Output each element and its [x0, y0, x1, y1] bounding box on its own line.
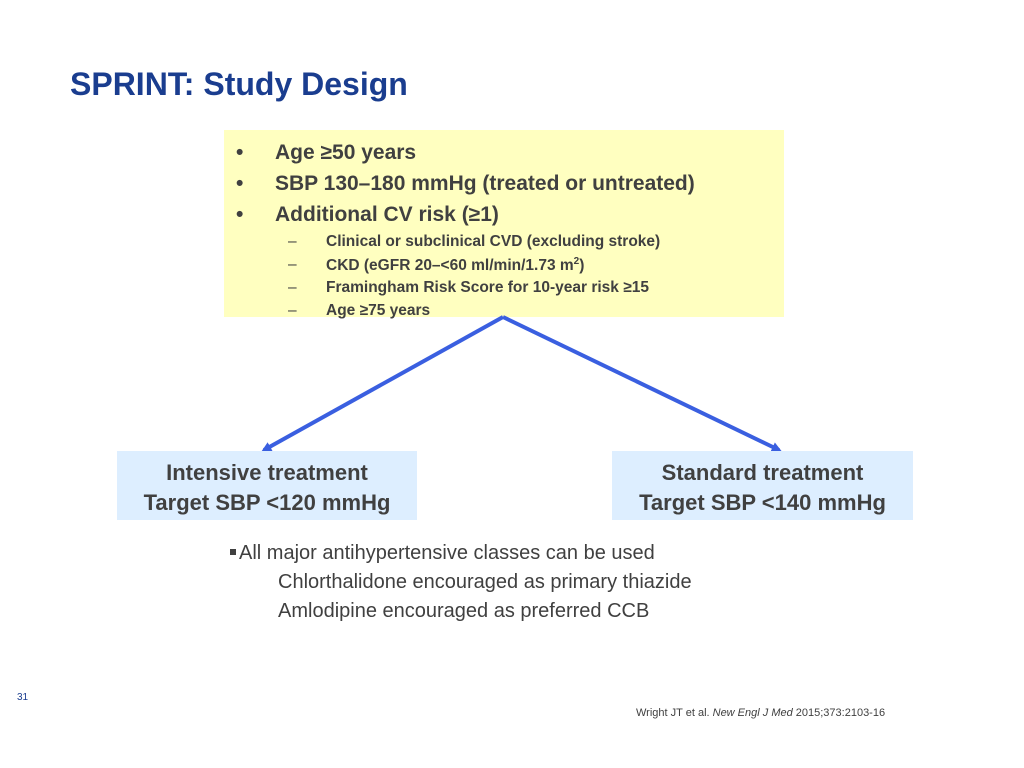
criteria-item-text: Age ≥50 years	[275, 141, 417, 164]
drug-detail-note: Chlorthalidone encouraged as primary thi…	[278, 571, 692, 593]
drug-detail-note: Amlodipine encouraged as preferred CCB	[278, 600, 650, 622]
citation: Wright JT et al. New Engl J Med 2015;373…	[636, 707, 885, 719]
dash-marker: –	[288, 279, 297, 296]
bullet-marker: •	[236, 141, 244, 164]
dash-marker: –	[288, 233, 297, 250]
slide-title: SPRINT: Study Design	[70, 66, 408, 102]
standard-treatment-box: Standard treatment Target SBP <140 mmHg	[612, 451, 913, 520]
ckd-text: CKD (eGFR 20–<60 ml/min/1.73 m	[326, 257, 574, 274]
bullet-marker: •	[236, 203, 244, 226]
ckd-superscript: 2	[573, 256, 580, 267]
citation-journal: New Engl J Med	[712, 707, 793, 719]
criteria-sub-item-text: Clinical or subclinical CVD (excluding s…	[326, 233, 661, 250]
standard-arm-target: Target SBP <140 mmHg	[639, 490, 886, 515]
criteria-item-text: Additional CV risk (≥1)	[275, 203, 499, 226]
intensive-arm-name: Intensive treatment	[166, 460, 368, 485]
slide-number: 31	[17, 692, 29, 703]
arrow-to-standard	[502, 315, 782, 452]
bullet-marker: •	[236, 172, 244, 195]
square-bullet-icon	[230, 549, 236, 555]
criteria-sub-item-text: CKD (eGFR 20–<60 ml/min/1.73 m2)	[326, 256, 584, 275]
intensive-arm-target: Target SBP <120 mmHg	[143, 490, 391, 515]
arrow-to-intensive	[261, 315, 504, 452]
citation-authors: Wright JT et al.	[636, 707, 713, 719]
dash-marker: –	[288, 302, 297, 319]
standard-arm-name: Standard treatment	[661, 460, 864, 485]
criteria-sub-item-text: Age ≥75 years	[326, 302, 431, 319]
criteria-item-text: SBP 130–180 mmHg (treated or untreated)	[275, 172, 695, 195]
drug-class-note-text: All major antihypertensive classes can b…	[239, 542, 655, 564]
criteria-sub-item-text: Framingham Risk Score for 10-year risk ≥…	[326, 279, 649, 296]
dash-marker: –	[288, 256, 297, 273]
citation-ref: 2015;373:2103-16	[792, 707, 886, 719]
intensive-treatment-box: Intensive treatment Target SBP <120 mmHg	[117, 451, 417, 520]
drug-class-note: All major antihypertensive classes can b…	[230, 542, 655, 565]
eligibility-criteria-box	[224, 130, 784, 317]
ckd-text-end: )	[579, 257, 585, 274]
